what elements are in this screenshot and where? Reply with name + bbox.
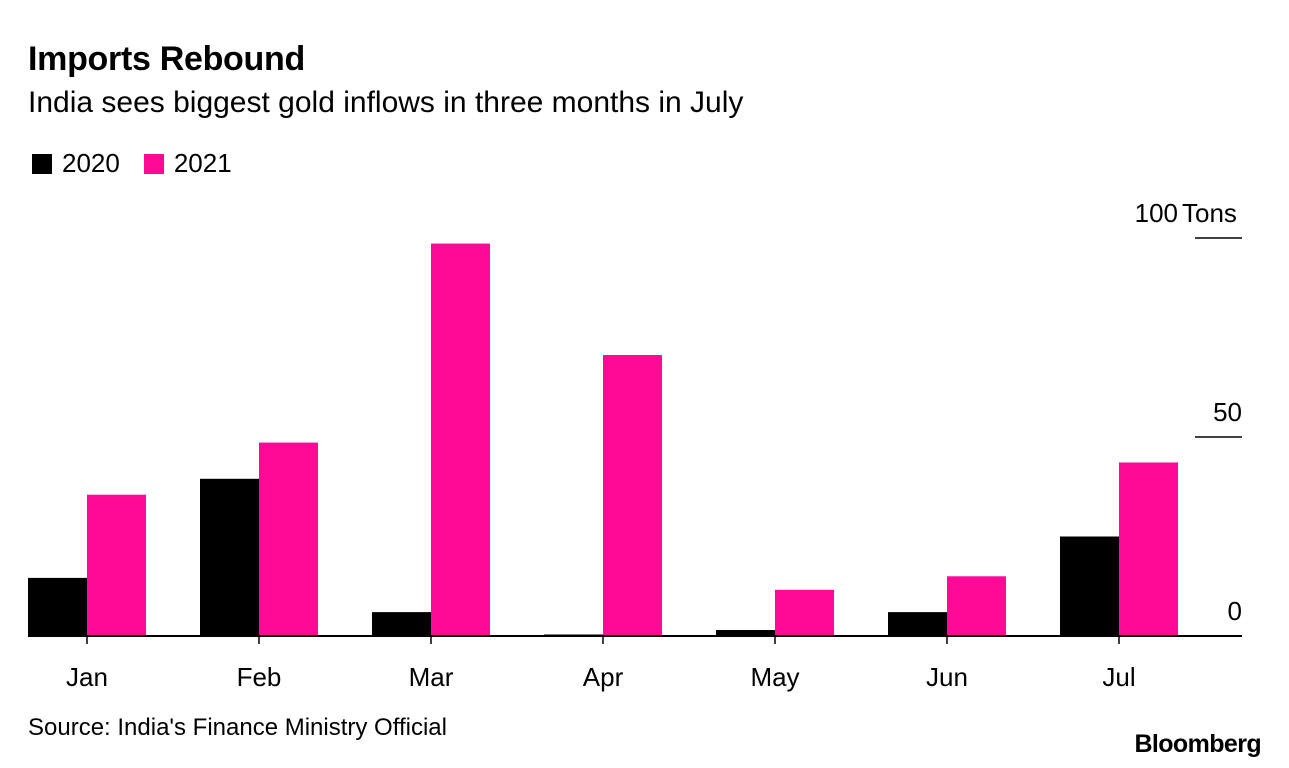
legend-label-2021: 2021 [173,148,232,178]
bar-2020-feb [200,478,259,636]
x-tick-label-jun: Jun [926,662,968,692]
legend-item-2021: 2021 [143,148,232,179]
y-tick-label-50: 50 [1213,397,1242,427]
bar-2020-jan [28,577,87,636]
bar-2020-mar [372,612,431,636]
legend-label-2020: 2020 [62,148,120,178]
bar-2021-jun [947,576,1006,636]
x-tick-label-mar: Mar [409,662,454,692]
source-note: Source: India's Finance Ministry Officia… [28,714,447,741]
bar-2021-mar [431,243,490,636]
legend-swatch-2021 [143,153,164,174]
bar-2021-jul [1119,462,1178,636]
legend: 2020 2021 [32,148,256,179]
bar-2021-apr [603,355,662,636]
bar-2020-jun [888,612,947,636]
x-tick-label-jul: Jul [1102,662,1135,692]
legend-swatch-2020 [32,153,52,174]
bar-2020-may [716,630,775,636]
y-tick-label-100: 100 [1135,198,1178,228]
chart-subtitle: India sees biggest gold inflows in three… [28,86,744,119]
x-tick-label-may: May [750,662,799,692]
x-tick-label-jan: Jan [66,662,108,692]
x-tick-label-feb: Feb [237,662,282,692]
bar-2021-jan [87,494,146,636]
y-tick-label-0: 0 [1228,596,1242,626]
bar-2021-feb [259,442,318,636]
brand-logo: Bloomberg [1134,730,1261,758]
bar-2021-may [775,589,834,636]
bar-chart: Jan Feb Mar Apr May Jun Jul 0 50 100 Tons [28,198,1242,692]
legend-item-2020: 2020 [32,148,120,179]
chart-title: Imports Rebound [28,40,305,78]
y-axis-unit-label: Tons [1182,198,1237,228]
bar-2020-jul [1060,536,1119,636]
x-tick-label-apr: Apr [583,662,624,692]
